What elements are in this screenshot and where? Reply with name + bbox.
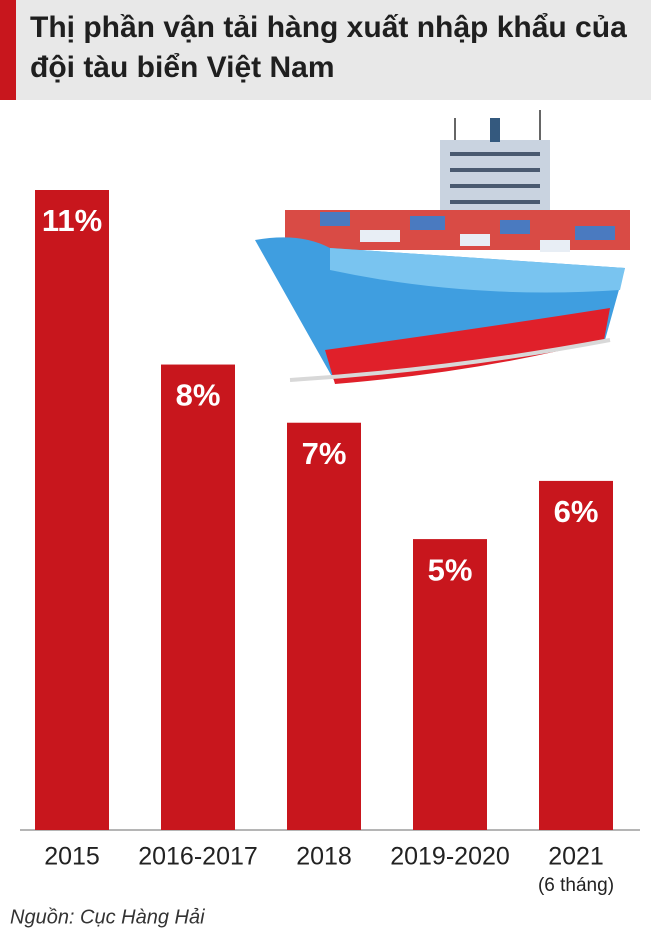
ship-illustration	[255, 110, 630, 384]
data-label: 5%	[428, 552, 473, 587]
x-tick-label: 2018	[296, 843, 352, 871]
bar	[287, 422, 361, 830]
data-label: 7%	[302, 436, 347, 471]
source: Nguồn: Cục Hàng Hải	[10, 906, 205, 928]
x-tick-label: 2021	[548, 843, 604, 871]
bar	[539, 480, 613, 830]
chart-title: Thị phần vận tải hàng xuất nhập khẩu của…	[30, 11, 627, 84]
annotation: (6 tháng)	[538, 875, 614, 896]
accent-bar	[0, 0, 16, 100]
data-label: 8%	[176, 378, 221, 413]
bar	[161, 364, 235, 830]
x-tick-label: 2016-2017	[138, 843, 258, 871]
x-tick-label: 2019-2020	[390, 843, 510, 871]
bar	[35, 190, 109, 830]
x-tick-label: 2015	[44, 843, 100, 871]
data-label: 6%	[554, 494, 599, 529]
header: Thị phần vận tải hàng xuất nhập khẩu của…	[0, 0, 651, 100]
bar	[413, 539, 487, 830]
data-label: 11%	[42, 203, 102, 238]
